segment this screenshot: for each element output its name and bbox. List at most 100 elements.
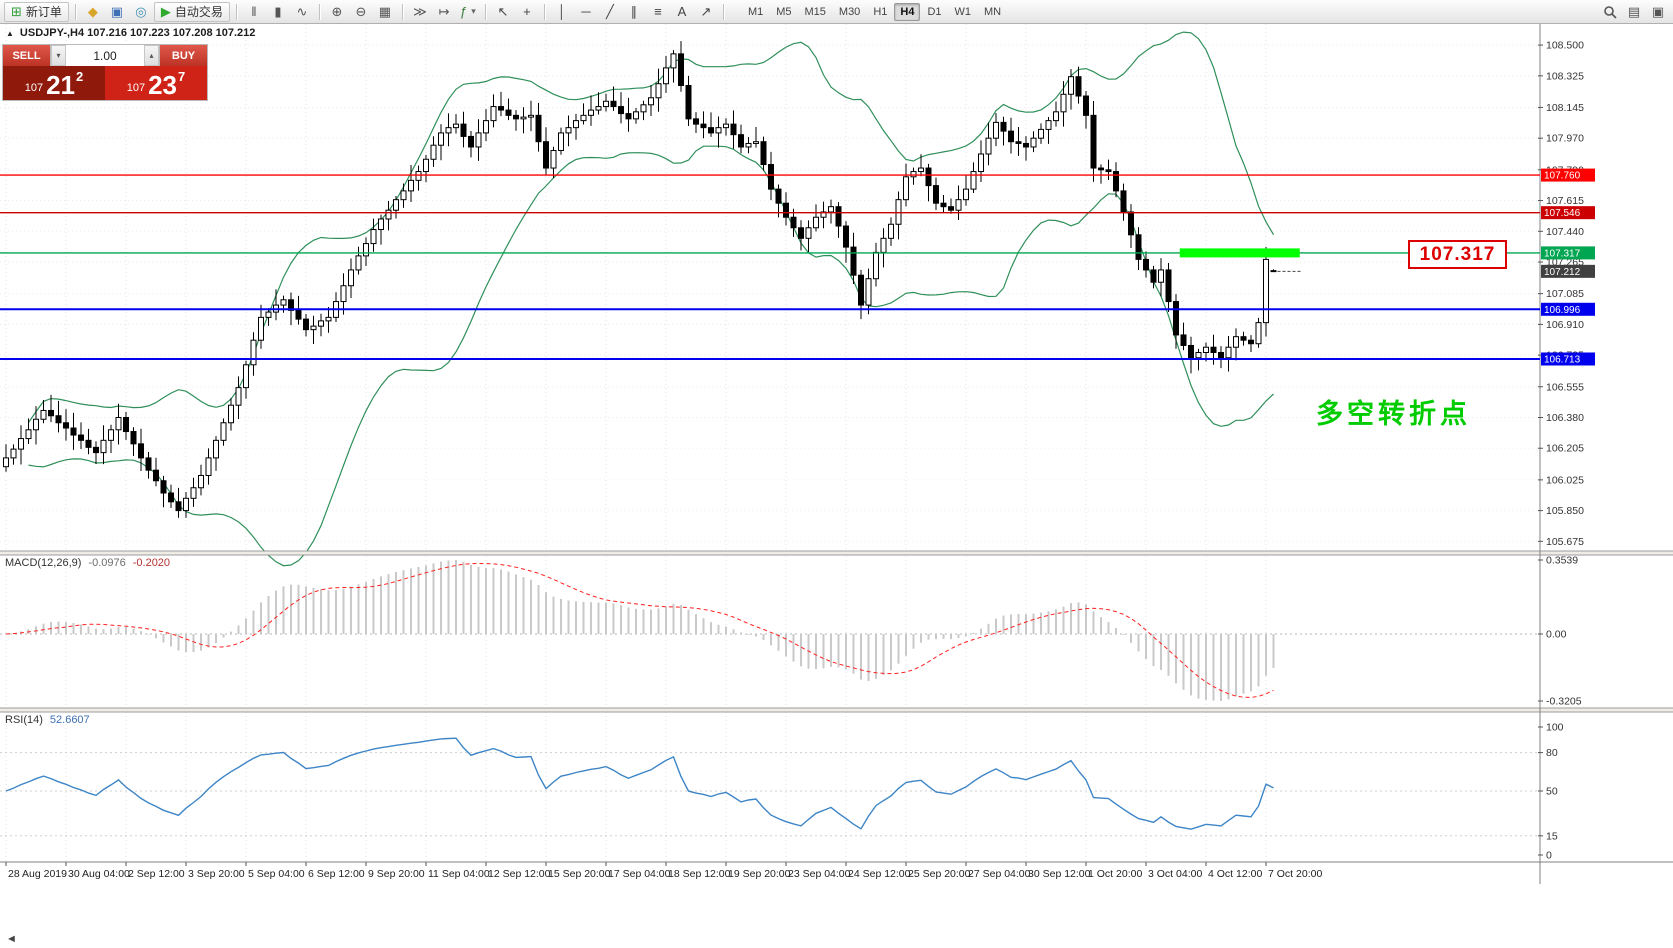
pane-borders <box>0 24 1673 884</box>
layout-icon-button[interactable]: ▣ <box>1647 2 1669 22</box>
svg-text:100: 100 <box>1546 722 1564 734</box>
alerts-icon-icon: ◆ <box>87 4 98 19</box>
scroll-left-arrow[interactable]: ◄ <box>6 933 17 945</box>
arrow-icon-button[interactable]: ↗ <box>695 2 717 22</box>
zoom-out-icon-button[interactable]: ⊖ <box>350 2 372 22</box>
volume-value[interactable]: 1.00 <box>93 48 117 63</box>
svg-text:80: 80 <box>1546 747 1558 759</box>
sell-price-button[interactable]: 107 21 2 <box>3 66 105 100</box>
svg-text:2 Sep 12:00: 2 Sep 12:00 <box>128 868 185 880</box>
bar-chart-icon-icon: ‖ <box>251 4 257 19</box>
pane-divider-2[interactable] <box>0 707 1673 713</box>
new-order-button-label: 新订单 <box>25 5 62 19</box>
new-window-icon-icon: ▤ <box>1627 4 1641 19</box>
rsi-name: RSI(14) <box>5 714 43 726</box>
hline-107-317[interactable]: 107.317 <box>0 246 1595 260</box>
bar-chart-icon-button[interactable]: ‖ <box>243 2 265 22</box>
volume-decrease-button[interactable]: ▾ <box>51 45 66 66</box>
crosshair-icon-button[interactable]: + <box>516 2 538 22</box>
auto-scroll-icon-icon: ≫ <box>413 4 427 19</box>
cursor-icon-button[interactable]: ↖ <box>492 2 514 22</box>
vertical-line-icon-icon: │ <box>557 4 566 19</box>
time-axis[interactable]: 28 Aug 2019 30 Aug 04:002 Sep 12:00 3 Sep … <box>5 862 1322 880</box>
alerts-icon-button[interactable]: ◆ <box>82 2 104 22</box>
indicators-icon-button[interactable]: ƒ ▾ <box>457 2 479 22</box>
timeframe-m1-button[interactable]: M1 <box>747 5 764 18</box>
price-axis[interactable]: 108.500108.325108.145107.970107.790107.6… <box>1538 40 1584 862</box>
crosshair-icon-icon: + <box>523 4 531 19</box>
autotrading-button[interactable]: ▶ 自动交易 <box>153 1 230 22</box>
svg-text:19 Sep 20:00: 19 Sep 20:00 <box>728 868 791 880</box>
toolbar-separator <box>74 3 76 20</box>
search-icon-button[interactable] <box>1599 2 1621 22</box>
panel-collapse-icon[interactable]: ▲ <box>6 28 14 38</box>
chart-area[interactable]: 108.500108.325108.145107.970107.790107.6… <box>0 24 1673 948</box>
svg-text:7 Oct 20:00: 7 Oct 20:00 <box>1268 868 1322 880</box>
candlestick-chart-icon-button[interactable]: ▮ <box>267 2 289 22</box>
arrow-icon-icon: ↗ <box>700 4 712 19</box>
sell-button[interactable]: SELL <box>3 45 50 66</box>
svg-text:0.3539: 0.3539 <box>1546 555 1578 567</box>
hline-107-546[interactable]: 107.546 <box>0 206 1595 220</box>
macd-value-main: -0.0976 <box>88 557 126 569</box>
toolbar: ⊞ 新订单 ◆ ▣ ◎ ▶ 自动交易 ‖ ▮ ∿ ⊕ ⊖ ▦ ≫ ↦ ƒ ▾ ↖ + │ ─ ╱ ∥ ≡ A ↗ M1 M5 M15 M3… <box>0 0 1673 24</box>
tile-windows-icon-icon: ▦ <box>378 4 392 19</box>
turning-point-annotation[interactable]: 多空转折点 <box>1316 399 1471 429</box>
trendline-icon-button[interactable]: ╱ <box>599 2 621 22</box>
sell-price-prefix: 107 <box>24 82 44 94</box>
line-chart-icon-button[interactable]: ∿ <box>291 2 313 22</box>
zoom-in-icon-button[interactable]: ⊕ <box>326 2 348 22</box>
hline-107-760[interactable]: 107.760 <box>0 168 1595 182</box>
timeframe-d1-button[interactable]: D1 <box>927 5 942 18</box>
macd-indicator-label: MACD(12,26,9) -0.0976 -0.2020 <box>5 557 170 569</box>
cursor-icon-icon: ↖ <box>497 4 509 19</box>
tile-windows-icon-button[interactable]: ▦ <box>374 2 396 22</box>
new-order-button[interactable]: ⊞ 新订单 <box>4 1 69 22</box>
text-icon-icon: A <box>677 4 687 19</box>
timeframe-m15-button[interactable]: M15 <box>804 5 826 18</box>
chevron-down-icon: ▾ <box>471 6 476 16</box>
layout-icon-icon: ▣ <box>1651 4 1665 19</box>
volume-stepper[interactable]: ▾ 1.00 ▴ <box>50 45 160 66</box>
data-window-icon-button[interactable]: ◎ <box>130 2 152 22</box>
timeframe-w1-button[interactable]: W1 <box>954 5 972 18</box>
volume-increase-button[interactable]: ▴ <box>144 45 159 66</box>
vertical-line-icon-button[interactable]: │ <box>551 2 573 22</box>
svg-text:17 Sep 04:00: 17 Sep 04:00 <box>608 868 671 880</box>
macd-pane <box>5 560 1275 702</box>
timeframe-m5-button[interactable]: M5 <box>776 5 792 18</box>
symbol-ohlc-text: USDJPY-,H4 107.216 107.223 107.208 107.2… <box>19 27 256 39</box>
text-icon-button[interactable]: A <box>671 2 693 22</box>
svg-text:0.00: 0.00 <box>1546 629 1567 641</box>
svg-text:107.760: 107.760 <box>1544 171 1581 182</box>
svg-text:107.317: 107.317 <box>1544 248 1581 259</box>
svg-text:28 Aug 2019: 28 Aug 2019 <box>8 868 67 880</box>
svg-text:107.440: 107.440 <box>1546 226 1584 238</box>
horizontal-line-icon-button[interactable]: ─ <box>575 2 597 22</box>
hline-106-996[interactable]: 106.996 <box>0 302 1595 316</box>
pane-divider-1[interactable] <box>0 550 1673 556</box>
channel-icon-button[interactable]: ∥ <box>623 2 645 22</box>
horizontal-line-icon-icon: ─ <box>581 4 591 19</box>
svg-text:107.615: 107.615 <box>1546 195 1584 207</box>
timeframe-mn-button[interactable]: MN <box>984 5 1002 18</box>
svg-text:9 Sep 20:00: 9 Sep 20:00 <box>368 868 425 880</box>
timeframe-h1-button[interactable]: H1 <box>873 5 888 18</box>
auto-scroll-icon-button[interactable]: ≫ <box>409 2 431 22</box>
svg-text:106.380: 106.380 <box>1546 412 1584 424</box>
new-window-icon-button[interactable]: ▤ <box>1623 2 1645 22</box>
buy-button[interactable]: BUY <box>160 45 207 66</box>
candles <box>3 41 1277 518</box>
svg-text:108.325: 108.325 <box>1546 70 1584 82</box>
price-callout-box[interactable]: 107.317 <box>1408 240 1507 269</box>
sell-price-sup: 2 <box>76 69 84 84</box>
timeframe-h4-button[interactable]: H4 <box>894 2 921 21</box>
buy-price-button[interactable]: 107 23 7 <box>105 66 207 100</box>
market-watch-icon-button[interactable]: ▣ <box>106 2 128 22</box>
timeframe-m30-button[interactable]: M30 <box>838 5 861 18</box>
chart-shift-icon-button[interactable]: ↦ <box>433 2 455 22</box>
fibonacci-icon-button[interactable]: ≡ <box>647 2 669 22</box>
svg-text:12 Sep 12:00: 12 Sep 12:00 <box>488 868 551 880</box>
hline-106-713[interactable]: 106.713 <box>0 352 1595 366</box>
